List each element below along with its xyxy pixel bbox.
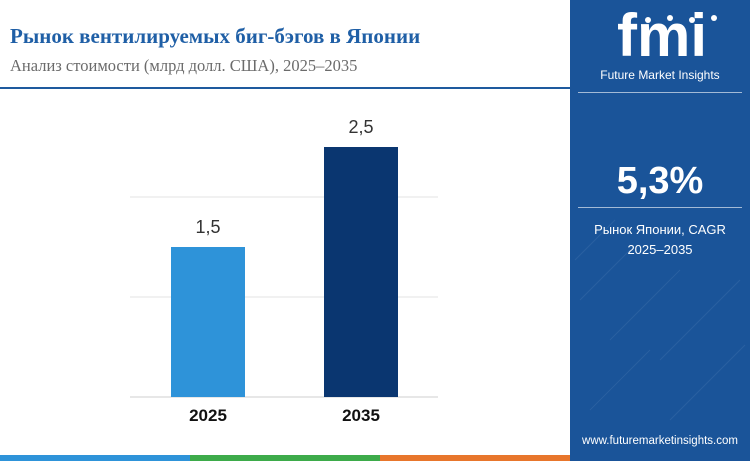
- value-label-2025: 1,5: [195, 217, 220, 237]
- globe-icon: [645, 15, 717, 23]
- panel-divider: [578, 92, 742, 93]
- footer-color-bar: [0, 455, 570, 461]
- header-divider: [0, 87, 570, 89]
- chart-title: Рынок вентилируемых биг-бэгов в Японии: [10, 24, 421, 48]
- website-link[interactable]: www.futuremarketinsights.com: [582, 435, 738, 447]
- bar-2025: [171, 247, 245, 397]
- cagr-divider: [578, 207, 742, 208]
- chart-bars: [171, 147, 398, 397]
- cagr-label-line2: 2025–2035: [627, 242, 693, 257]
- cagr-value: 5,3%: [616, 160, 704, 202]
- background-pattern: [574, 219, 746, 421]
- fmi-logo: fmi: [617, 8, 717, 68]
- footer-segment: [190, 455, 380, 461]
- footer-segment: [380, 455, 570, 461]
- logo-wordmark: fmi: [617, 8, 707, 68]
- logo-tagline: Future Market Insights: [600, 68, 720, 82]
- footer-segment: [0, 455, 190, 461]
- chart-subtitle: Анализ стоимости (млрд долл. США), 2025–…: [10, 56, 358, 75]
- x-tick-2035: 2035: [342, 406, 380, 425]
- value-label-2035: 2,5: [348, 117, 373, 137]
- cagr-label: Рынок Японии, CAGR 2025–2035: [570, 220, 750, 260]
- x-tick-2025: 2025: [189, 406, 227, 425]
- chart-value-labels: 1,5 2,5: [195, 117, 373, 237]
- cagr-label-line1: Рынок Японии, CAGR: [594, 222, 726, 237]
- summary-panel: fmi Future Market Insights 5,3% Рынок Яп…: [570, 0, 750, 461]
- bar-2035: [324, 147, 398, 397]
- chart-x-tick-labels: 2025 2035: [189, 406, 380, 425]
- bar-chart: 1,5 2,5 2025 2035: [130, 117, 438, 425]
